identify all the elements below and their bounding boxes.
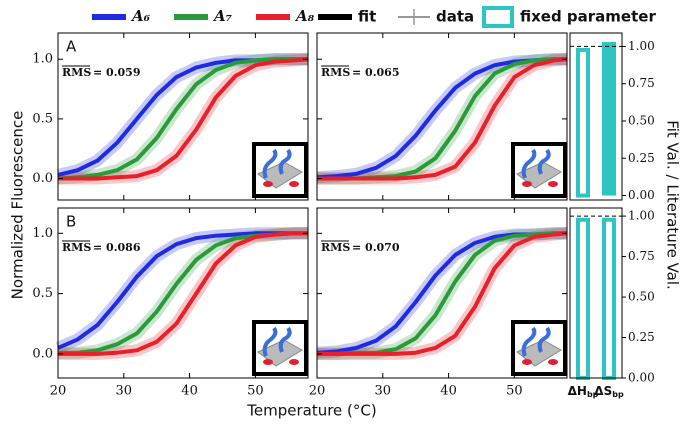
rms-value: = 0.065 — [352, 66, 400, 79]
inset-strand — [262, 148, 292, 179]
legend-label: fit — [358, 8, 376, 26]
fit-line — [57, 57, 308, 181]
rms-label: RMS — [321, 66, 350, 79]
y-tick-label: 0.00 — [628, 371, 655, 385]
x-tick-label: 20 — [50, 384, 67, 399]
bar — [602, 41, 616, 196]
legend-swatch — [482, 6, 514, 28]
category-sub: bp — [587, 390, 599, 399]
y-tick-label: 1.00 — [628, 209, 655, 223]
category-main: ΔS — [594, 384, 612, 398]
panel: 0.0 0.5 1.0 A RMS = 0.059 — [32, 32, 309, 201]
x-tick-label: 30 — [116, 384, 133, 399]
x-tick-label: 40 — [181, 384, 198, 399]
x-tick-label: ΔSbp — [594, 384, 624, 399]
rms-label: RMS — [62, 66, 91, 79]
x-tick-label: 30 — [375, 384, 392, 399]
inset-spot — [289, 181, 299, 187]
panel: 20 30 40 50 RMS = 0.070 — [309, 207, 568, 399]
legend-label: fixed parameter — [520, 8, 656, 26]
inset-strand — [262, 326, 292, 357]
legend-label: A₈ — [294, 7, 315, 25]
legend-label: A₆ — [130, 7, 151, 25]
fit-line — [58, 57, 309, 181]
x-tick-label: 50 — [247, 384, 264, 399]
y-tick-label: 0.0 — [32, 171, 53, 186]
fit-line — [58, 231, 308, 356]
panel-frame — [569, 207, 623, 379]
rms-value: = 0.086 — [93, 241, 141, 254]
y-tick-label: 0.5 — [32, 111, 53, 126]
panel-frame — [316, 32, 568, 201]
panel: 20 30 40 50 0.0 0.5 1.0 B RMS = 0.086 — [32, 207, 309, 399]
panel-frame — [316, 207, 568, 379]
inset-spot — [289, 359, 299, 365]
inset-image — [511, 142, 567, 198]
legend: A₆ A₇ A₈ fit data fixed parameter — [92, 6, 656, 28]
y-tick-label: 0.50 — [628, 113, 655, 127]
rms-label: RMS — [321, 241, 350, 254]
panel-frame — [57, 32, 309, 201]
inset-spot — [548, 181, 558, 187]
panel-frame — [57, 207, 309, 379]
y-tick-label: 0.50 — [628, 290, 655, 304]
inset-image — [252, 320, 308, 376]
y-tick-label: 1.00 — [628, 39, 655, 53]
inset-strand — [521, 326, 551, 357]
bar-panel: 0.00 0.25 0.50 0.75 1.00 — [569, 32, 655, 202]
rms-value: = 0.059 — [93, 66, 141, 79]
y-tick-label: 0.5 — [32, 286, 53, 301]
legend-label: A₇ — [212, 7, 233, 25]
x-tick-label: 50 — [506, 384, 523, 399]
panel: RMS = 0.065 — [316, 32, 568, 201]
panel-frame — [569, 32, 623, 201]
inset-spot — [263, 181, 273, 187]
panel-label: B — [66, 213, 76, 231]
y-tick-label: 0.25 — [628, 330, 655, 344]
y-tick-label: 0.00 — [628, 188, 655, 202]
y-tick-label: 0.0 — [32, 346, 53, 361]
y-tick-label: 1.0 — [32, 226, 53, 241]
inset-image — [511, 320, 567, 376]
fit-line — [317, 231, 568, 356]
y-axis-label: Normalized Fluorescence — [9, 111, 27, 300]
category-sub: bp — [612, 390, 624, 399]
y-tick-label: 0.75 — [628, 76, 655, 90]
category-main: ΔH — [568, 384, 587, 398]
x-tick-label: 20 — [309, 384, 326, 399]
y-tick-label: 0.25 — [628, 151, 655, 165]
fixed-bar — [576, 217, 590, 380]
inset-spot — [522, 181, 532, 187]
x-tick-label: ΔHbp — [568, 384, 599, 399]
fit-line — [317, 57, 568, 181]
rms-value: = 0.070 — [352, 241, 400, 254]
inset-strand — [521, 148, 551, 179]
legend-label: data — [436, 8, 474, 26]
inset-spot — [548, 359, 558, 365]
inset-image — [252, 142, 308, 198]
inset-spot — [522, 359, 532, 365]
y-tick-label: 1.0 — [32, 52, 53, 67]
fixed-bar — [576, 47, 590, 198]
x-tick-label: 40 — [440, 384, 457, 399]
y2-axis-label: Fit Val. / Literature Val. — [664, 120, 682, 290]
inset-spot — [263, 359, 273, 365]
x-axis-label: Temperature (°C) — [246, 402, 376, 420]
fixed-bar — [602, 217, 616, 380]
rms-label: RMS — [62, 241, 91, 254]
y-tick-label: 0.75 — [628, 249, 655, 263]
panel-label: A — [66, 38, 77, 56]
